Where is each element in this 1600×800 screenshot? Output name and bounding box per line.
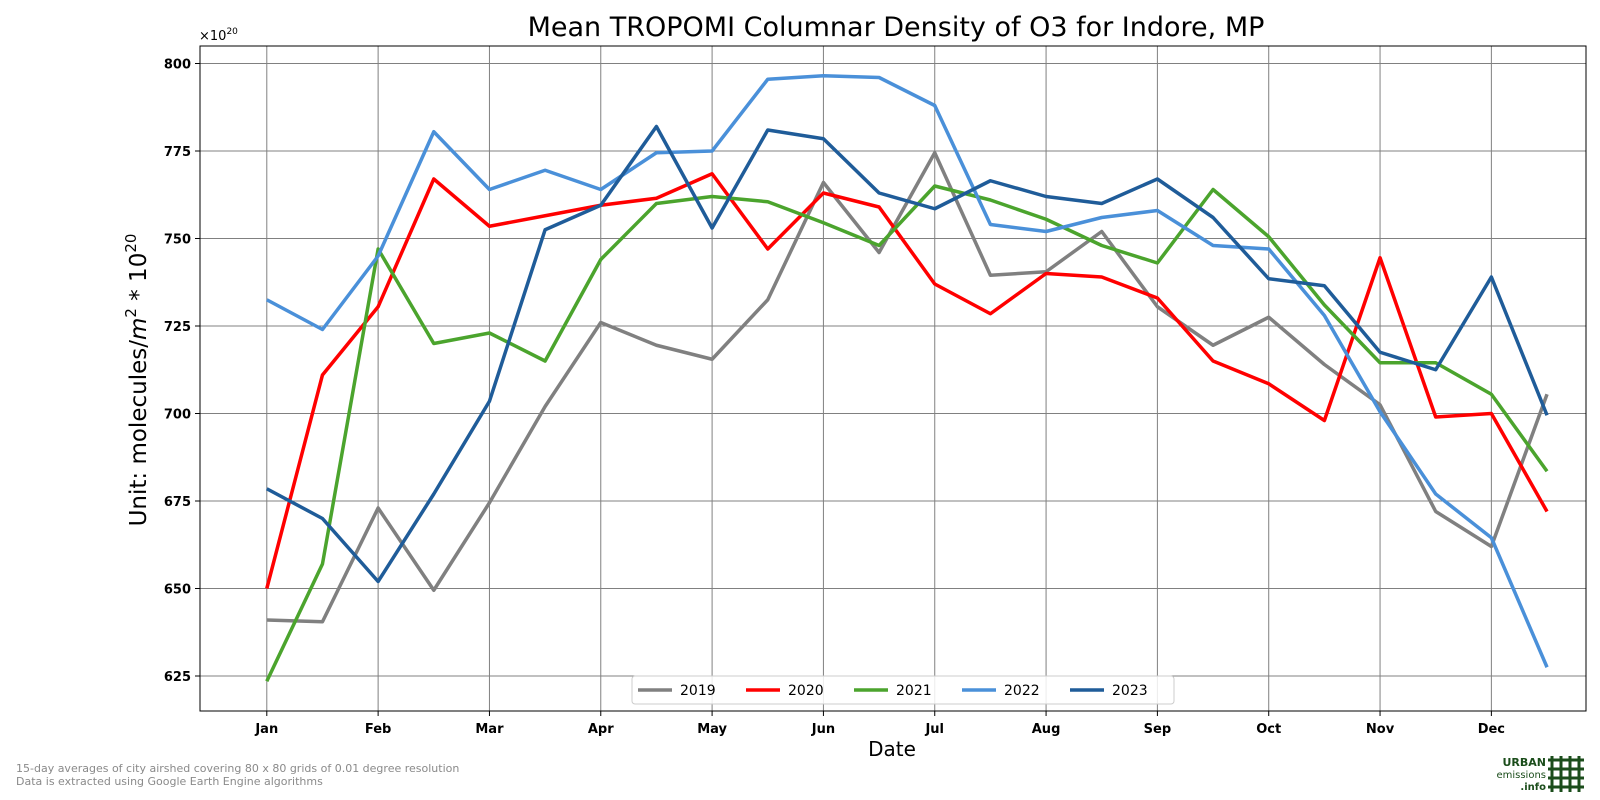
x-tick-label: Oct: [1256, 722, 1281, 737]
logo-grid-icon: [1548, 756, 1584, 792]
x-tick-label: Aug: [1032, 722, 1061, 737]
legend-label-2023: 2023: [1112, 683, 1148, 699]
x-tick-label: Dec: [1478, 722, 1505, 737]
footnote-line-1: 15-day averages of city airshed covering…: [16, 762, 460, 775]
x-tick-label: Jan: [254, 722, 278, 737]
urban-emissions-logo: URBAN emissions .info: [1496, 756, 1584, 793]
y-tick-label: 775: [164, 145, 191, 160]
series-line-2022: [265, 74, 1549, 668]
y-axis-label: Unit: molecules/m2 * 1020: [122, 234, 152, 527]
y-tick-label: 650: [164, 583, 191, 598]
x-tick-label: Nov: [1366, 722, 1395, 737]
svg-text:emissions: emissions: [1496, 770, 1546, 781]
legend-label-2022: 2022: [1004, 683, 1040, 699]
y-tick-label: 625: [164, 670, 191, 685]
y-tick-label: 725: [164, 320, 191, 335]
x-axis-label: Date: [868, 737, 916, 761]
legend-box: [631, 675, 1175, 705]
legend: 2019 2020 2021 2022 2023: [631, 675, 1175, 705]
axis-offset-label: ×1020: [199, 27, 238, 44]
y-tick-label: 750: [164, 233, 191, 248]
legend-label-2021: 2021: [896, 683, 932, 699]
x-tick-label: Apr: [588, 722, 614, 737]
series-line-2020: [265, 172, 1549, 589]
plot-frame: [199, 45, 1587, 712]
footnote-line-2: Data is extracted using Google Earth Eng…: [16, 775, 323, 788]
legend-label-2019: 2019: [680, 683, 716, 699]
x-tick-label: Jun: [811, 722, 835, 737]
x-tick-label: May: [697, 722, 727, 737]
x-tick-label: Feb: [365, 722, 391, 737]
x-axis-ticks: Jan Feb Mar Apr May Jun Jul Aug Sep Oct Nov Dec: [254, 711, 1505, 737]
y-tick-label: 675: [164, 495, 191, 510]
series-layer: [265, 74, 1549, 683]
y-tick-label: 700: [164, 408, 191, 423]
y-axis-ticks: 625 650 675 700 725 750 775 800: [164, 58, 200, 685]
svg-text:URBAN: URBAN: [1502, 756, 1546, 769]
series-line-2021: [265, 184, 1549, 683]
series-line-2019: [266, 151, 1549, 624]
y-tick-label: 800: [164, 58, 191, 73]
grid: [200, 46, 1586, 711]
svg-text:.info: .info: [1520, 782, 1546, 793]
chart-title: Mean TROPOMI Columnar Density of O3 for …: [528, 12, 1265, 43]
x-tick-label: Sep: [1144, 722, 1172, 737]
series-line-2023: [265, 124, 1549, 584]
legend-label-2020: 2020: [788, 683, 824, 699]
x-tick-label: Jul: [924, 722, 944, 737]
x-tick-label: Mar: [475, 722, 504, 737]
